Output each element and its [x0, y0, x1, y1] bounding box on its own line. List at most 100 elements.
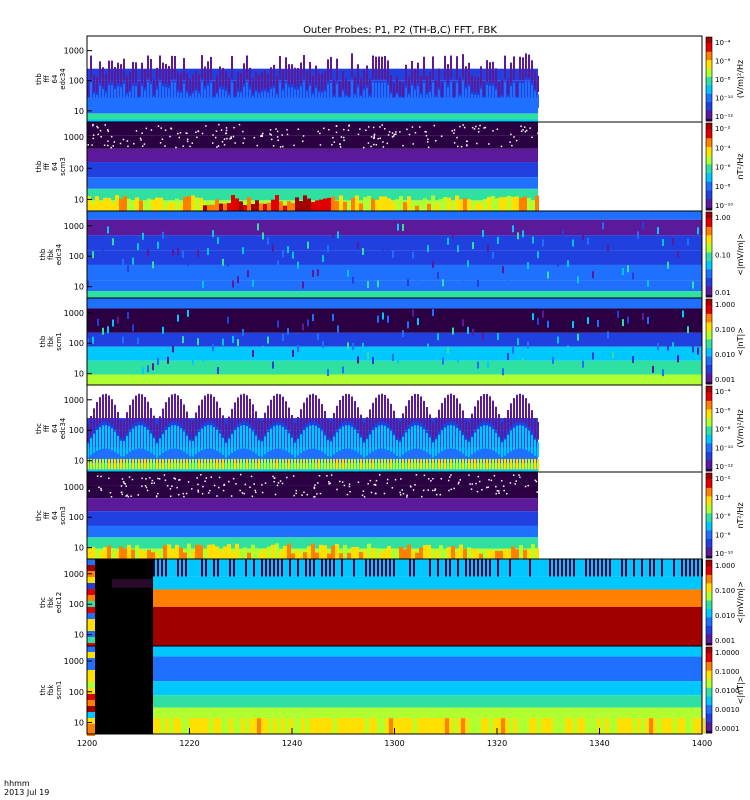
- noise-dot: [169, 488, 172, 490]
- noise-dot: [373, 133, 376, 136]
- colorbar-step: [706, 194, 712, 198]
- colorbar-step: [706, 445, 712, 449]
- colorbar-step: [706, 224, 712, 228]
- colorbar-step: [706, 687, 712, 691]
- spike: [402, 98, 404, 111]
- ylabel-line: thb: [35, 160, 43, 172]
- spike: [141, 458, 143, 472]
- spike: [105, 92, 107, 108]
- spike: [441, 403, 443, 428]
- spike: [156, 423, 158, 441]
- noise-dot: [249, 486, 251, 489]
- colorbar-tick: 0.010: [715, 351, 735, 359]
- noise-dot: [110, 135, 113, 138]
- spike: [288, 407, 290, 431]
- noise-dot: [520, 125, 522, 128]
- colorbar-step: [706, 260, 712, 264]
- colorbar-step: [706, 411, 712, 415]
- fbk-stripe: [657, 343, 659, 351]
- colorbar-step: [706, 136, 712, 139]
- noise-dot: [487, 486, 489, 489]
- spike: [435, 458, 437, 472]
- lowfreq-cell: [203, 205, 207, 211]
- lowfreq-cell: [435, 550, 439, 559]
- lowfreq-cell: [383, 196, 387, 211]
- spike: [201, 428, 203, 451]
- fbk-cell: [693, 718, 697, 734]
- noise-dot: [261, 135, 264, 137]
- noise-dot: [493, 474, 496, 477]
- colorbar-step: [706, 307, 712, 311]
- spike: [180, 92, 182, 108]
- spike: [273, 458, 275, 472]
- noise-dot: [451, 130, 453, 132]
- fbk-stripe: [342, 366, 344, 374]
- fbk-stripe: [312, 269, 314, 277]
- colorbar-step: [706, 454, 712, 457]
- spike: [324, 71, 326, 90]
- spike: [393, 82, 395, 97]
- lowfreq-cell: [399, 196, 403, 211]
- spike: [372, 402, 374, 428]
- noise-dot: [225, 127, 228, 129]
- spike: [465, 88, 467, 106]
- spike: [441, 83, 443, 97]
- spike: [513, 398, 515, 424]
- colorbar-step: [706, 705, 712, 708]
- colorbar-step: [706, 89, 712, 93]
- colorbar-step: [706, 640, 712, 644]
- ylabel-line: scm1: [55, 681, 63, 700]
- colorbar-step: [706, 102, 712, 105]
- lowfreq-cell: [287, 201, 291, 211]
- colorbar-tick: 0.01: [715, 289, 731, 297]
- fbk-cell: [537, 718, 541, 734]
- fbk-cell: [253, 718, 257, 734]
- spike: [360, 414, 362, 435]
- fbk-cell: [589, 718, 593, 734]
- colorbar-step: [706, 659, 712, 663]
- noise-dot: [518, 474, 520, 476]
- fbk-cell: [525, 718, 529, 734]
- fbk-stripe: [222, 258, 224, 266]
- noise-dot: [433, 124, 436, 127]
- spike: [348, 458, 350, 472]
- fbk-stripe: [257, 339, 259, 347]
- fbk-cell: [245, 718, 249, 734]
- noise-dot: [159, 142, 162, 144]
- noise-dot: [375, 492, 377, 495]
- spike: [486, 458, 488, 472]
- fbk-stripe: [227, 259, 229, 267]
- spike: [258, 74, 260, 92]
- spike: [108, 85, 110, 104]
- colorbar-step: [706, 549, 712, 553]
- spike: [198, 432, 200, 453]
- fbk-stripe: [532, 313, 534, 321]
- noise-dot: [130, 495, 132, 497]
- colorbar-step: [706, 203, 712, 207]
- spike: [240, 92, 242, 108]
- fbk-band: [87, 264, 702, 281]
- spike: [336, 58, 338, 81]
- spike: [426, 433, 428, 453]
- fbk-stripe: [592, 271, 594, 279]
- colorbar-step: [706, 430, 712, 434]
- noise-dot: [171, 485, 173, 487]
- colorbar-step: [706, 511, 712, 514]
- spike: [471, 413, 473, 435]
- colorbar-step: [706, 602, 712, 606]
- colorbar-step: [706, 51, 712, 55]
- colorbar-step: [706, 207, 712, 211]
- fbk-stripe: [217, 559, 219, 577]
- spike: [282, 458, 284, 472]
- colorbar-step: [706, 371, 712, 374]
- spike: [522, 458, 524, 472]
- colorbar-step: [706, 657, 712, 661]
- noise-dot: [341, 481, 344, 483]
- spike: [87, 424, 89, 441]
- noise-dot: [382, 141, 384, 143]
- spike: [156, 458, 158, 472]
- spike: [108, 395, 110, 423]
- fbk-stripe: [262, 232, 264, 240]
- spike: [375, 458, 377, 472]
- spike: [345, 425, 347, 449]
